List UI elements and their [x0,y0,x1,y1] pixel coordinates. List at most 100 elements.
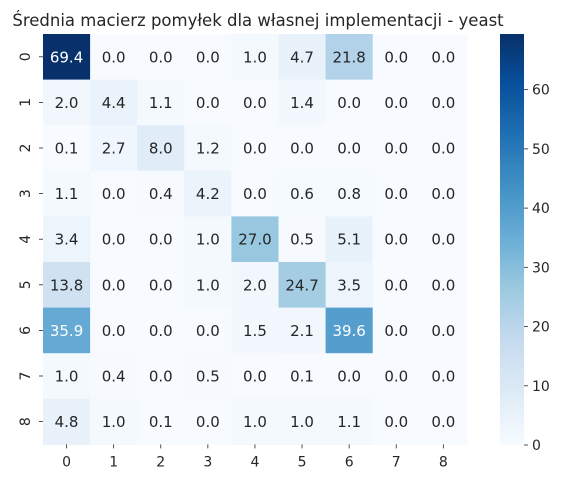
colorbar-gradient [500,34,524,445]
heatmap-cell-label-7-1: 0.4 [102,368,126,386]
heatmap-cell-8-6 [325,398,374,445]
heatmap-cell-4-6 [325,216,374,263]
heatmap-cell-3-3 [184,170,232,217]
x-tick-label-8: 8 [439,454,448,470]
heatmap-cell-label-8-3: 0.0 [196,413,220,431]
heatmap-cell-3-5 [278,170,327,217]
heatmap-cell-label-2-6: 0.0 [337,140,361,158]
heatmap-cell-2-0 [43,125,91,172]
heatmap-cell-label-3-2: 0.4 [149,185,173,203]
heatmap-cell-label-7-2: 0.0 [149,368,173,386]
heatmap-cell-label-2-1: 2.7 [102,140,126,158]
heatmap-cell-label-2-4: 0.0 [243,140,267,158]
heatmap-cell-3-0 [43,170,91,217]
y-axis-ticks: 0 1 2 3 4 5 6 7 8 [18,52,43,426]
heatmap-cell-label-0-0: 69.4 [50,48,83,66]
heatmap-cell-label-7-7: 0.0 [384,368,408,386]
heatmap-cell-label-3-0: 1.1 [55,185,79,203]
colorbar-tick-label-3: 30 [532,260,550,276]
heatmap-cell-label-2-5: 0.0 [290,140,314,158]
heatmap-cell-label-4-3: 1.0 [196,231,220,249]
y-tick-label-8: 8 [18,417,34,426]
heatmap-cell-label-0-2: 0.0 [149,48,173,66]
heatmap-cell-label-1-2: 1.1 [149,94,173,112]
heatmap-cell-7-8 [419,353,468,400]
heatmap-cell-label-6-7: 0.0 [384,322,408,340]
heatmap-cell-6-8 [419,307,468,354]
heatmap-cell-label-6-4: 1.5 [243,322,267,340]
y-tick-label-7: 7 [18,372,34,381]
heatmap-cell-label-8-4: 1.0 [243,413,267,431]
heatmap-cell-label-8-5: 1.0 [290,413,314,431]
heatmap-cell-label-2-8: 0.0 [431,140,455,158]
heatmap-cell-label-0-5: 4.7 [290,48,314,66]
heatmap-cell-label-1-7: 0.0 [384,94,408,112]
heatmap-cell-label-7-5: 0.1 [290,368,314,386]
heatmap-cell-label-6-1: 0.0 [102,322,126,340]
colorbar-tick-label-0: 0 [532,438,541,454]
heatmap-cell-label-8-8: 0.0 [431,413,455,431]
heatmap-cell-1-6 [325,79,374,126]
heatmap-cell-labels: 69.4 0.0 0.0 0.0 1.0 4.7 21.8 0.0 0.0 2.0 4.4 1.1 0.… [50,48,455,431]
heatmap-cell-label-2-7: 0.0 [384,140,408,158]
heatmap-cell-label-4-1: 0.0 [102,231,126,249]
heatmap-cell-label-1-8: 0.0 [431,94,455,112]
heatmap-cell-label-7-3: 0.5 [196,368,220,386]
heatmap-cell-label-3-4: 0.0 [243,185,267,203]
heatmap-cell-4-1 [90,216,138,263]
heatmap-cell-5-8 [419,262,468,309]
heatmap-cell-5-0 [43,262,91,309]
heatmap-cell-4-2 [137,216,185,263]
heatmap-cell-label-0-3: 0.0 [196,48,220,66]
heatmap-cell-label-5-0: 13.8 [50,276,83,294]
heatmap-cell-label-6-5: 2.1 [290,322,314,340]
heatmap-cell-label-3-3: 4.2 [196,185,220,203]
heatmap-cell-5-3 [184,262,232,309]
heatmap-cell-label-7-8: 0.0 [431,368,455,386]
heatmap-cell-3-2 [137,170,185,217]
y-tick-label-5: 5 [18,280,34,289]
heatmap-cell-5-6 [325,262,374,309]
heatmap-cell-label-5-1: 0.0 [102,276,126,294]
colorbar-tick-label-1: 10 [532,379,550,395]
heatmap-cell-0-7 [372,34,421,81]
y-tick-label-6: 6 [18,326,34,335]
heatmap-cell-label-1-5: 1.4 [290,94,314,112]
heatmap-cell-1-1 [90,79,138,126]
heatmap-cell-8-2 [137,398,185,445]
heatmap-cell-label-4-7: 0.0 [384,231,408,249]
heatmap-cell-label-1-6: 0.0 [337,94,361,112]
heatmap-cell-8-8 [419,398,468,445]
y-tick-label-2: 2 [18,144,34,153]
heatmap-cell-8-1 [90,398,138,445]
heatmap-cell-label-7-4: 0.0 [243,368,267,386]
x-tick-label-3: 3 [203,454,212,470]
heatmap-cell-label-6-6: 39.6 [332,322,365,340]
heatmap-cell-label-2-0: 0.1 [55,140,79,158]
heatmap-cell-label-8-2: 0.1 [149,413,173,431]
chart-title: Średnia macierz pomyłek dla własnej impl… [12,11,504,30]
heatmap-cell-3-4 [231,170,280,217]
heatmap-cell-3-6 [325,170,374,217]
heatmap-cell-4-3 [184,216,232,263]
heatmap-cell-4-5 [278,216,327,263]
colorbar-tick-label-5: 50 [532,142,550,158]
heatmap-cell-label-4-8: 0.0 [431,231,455,249]
heatmap-cell-label-7-0: 1.0 [55,368,79,386]
heatmap-cell-7-5 [278,353,327,400]
heatmap-cell-label-4-5: 0.5 [290,231,314,249]
heatmap-cells [43,34,468,445]
heatmap-cell-0-4 [231,34,280,81]
heatmap-cell-0-8 [419,34,468,81]
y-tick-label-1: 1 [18,98,34,107]
heatmap-cell-0-1 [90,34,138,81]
heatmap-cell-label-1-1: 4.4 [102,94,126,112]
heatmap-cell-8-5 [278,398,327,445]
x-tick-label-4: 4 [250,454,259,470]
heatmap-cell-4-7 [372,216,421,263]
heatmap-cell-label-2-2: 8.0 [149,140,173,158]
heatmap-cell-label-1-3: 0.0 [196,94,220,112]
heatmap-cell-7-7 [372,353,421,400]
heatmap-cell-5-7 [372,262,421,309]
